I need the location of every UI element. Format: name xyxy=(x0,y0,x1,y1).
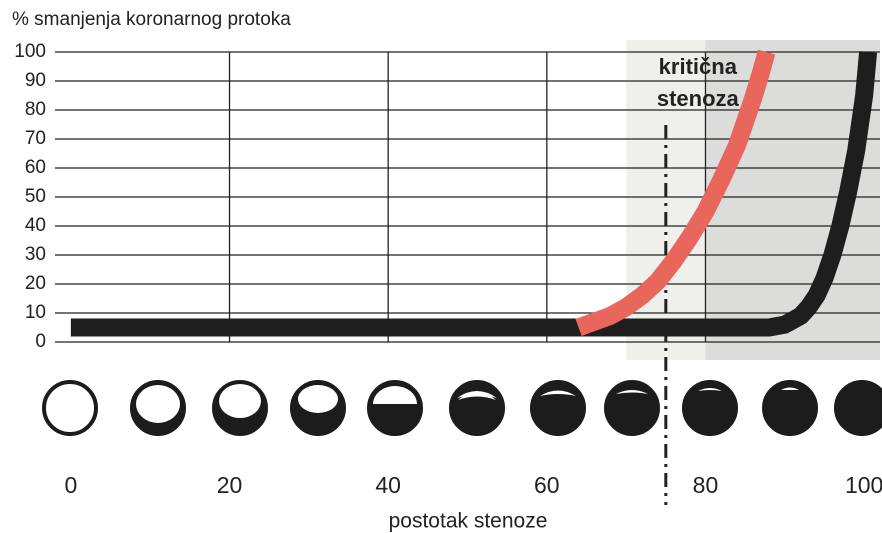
icon xyxy=(532,382,584,434)
chart: % smanjenja koronarnog protoka postotak … xyxy=(0,0,882,533)
y-tick-label: 0 xyxy=(35,331,46,352)
icon xyxy=(836,382,882,434)
y-tick-label: 50 xyxy=(25,186,46,207)
x-axis-label: postotak stenoze xyxy=(389,510,548,533)
x-tick-label: 40 xyxy=(375,472,401,498)
y-axis-label: % smanjenja koronarnog protoka xyxy=(12,9,291,30)
y-tick-label: 20 xyxy=(25,273,46,294)
icon xyxy=(764,382,816,434)
icon xyxy=(292,382,344,434)
icon xyxy=(369,382,421,434)
icon xyxy=(44,382,96,434)
icon xyxy=(606,382,658,434)
icon xyxy=(684,382,736,434)
y-tick-label: 60 xyxy=(25,157,46,178)
x-tick-label: 20 xyxy=(217,472,243,498)
icon xyxy=(214,382,266,434)
x-tick-label: 80 xyxy=(693,472,719,498)
y-tick-label: 10 xyxy=(25,302,46,323)
y-tick-label: 100 xyxy=(14,41,46,62)
icon xyxy=(451,382,503,434)
y-tick-label: 90 xyxy=(25,70,46,91)
annotation: stenoza xyxy=(657,86,740,111)
annotation: kritična xyxy=(659,54,738,79)
x-tick-label: 100 xyxy=(845,472,882,498)
y-tick-label: 40 xyxy=(25,215,46,236)
x-tick-label: 60 xyxy=(534,472,560,498)
icon xyxy=(132,382,184,434)
y-tick-label: 70 xyxy=(25,128,46,149)
stenosis-icons xyxy=(44,382,882,434)
y-tick-label: 80 xyxy=(25,99,46,120)
x-tick-label: 0 xyxy=(64,472,77,498)
y-tick-label: 30 xyxy=(25,244,46,265)
